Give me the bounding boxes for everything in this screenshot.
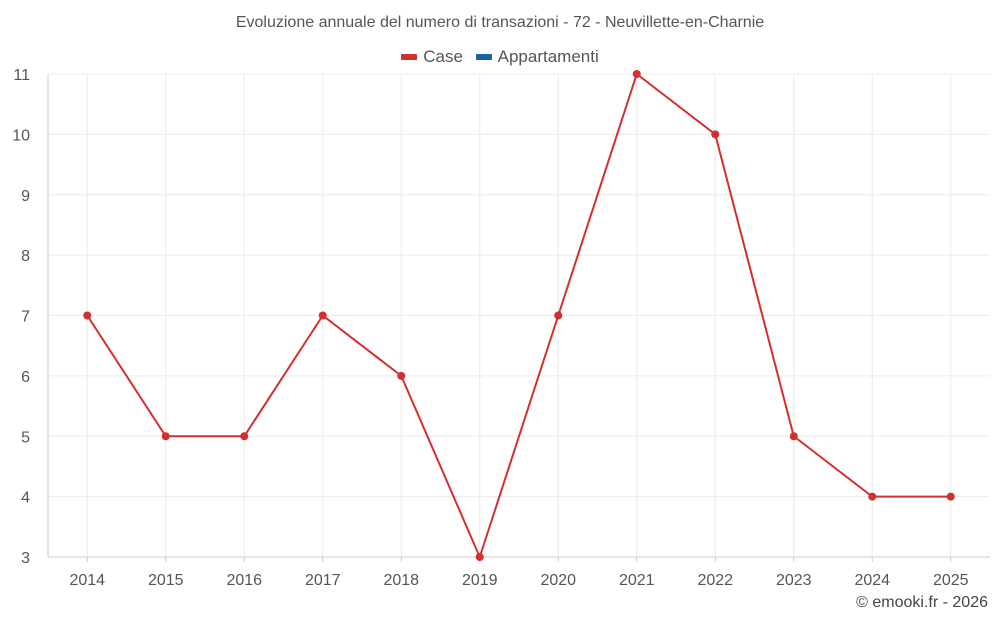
- data-point-case[interactable]: [83, 311, 92, 320]
- data-point-case[interactable]: [711, 130, 720, 139]
- x-tick-label: 2023: [776, 572, 812, 589]
- x-tick-label: 2015: [148, 572, 184, 589]
- legend-label-case: Case: [423, 47, 463, 66]
- data-point-case[interactable]: [397, 371, 406, 380]
- chart-title: Evoluzione annuale del numero di transaz…: [235, 14, 765, 31]
- chart-legend: Case Appartamenti: [0, 45, 1000, 67]
- data-point-case[interactable]: [318, 311, 327, 320]
- data-point-case[interactable]: [161, 432, 170, 441]
- x-tick-label: 2017: [305, 572, 341, 589]
- legend-item-case[interactable]: Case: [401, 47, 463, 67]
- x-tick-label: 2018: [383, 572, 419, 589]
- x-tick-label: 2019: [462, 572, 498, 589]
- data-point-case[interactable]: [789, 432, 798, 441]
- x-tick-label: 2020: [540, 572, 576, 589]
- y-tick-label: 3: [21, 550, 30, 567]
- x-tick-label: 2025: [933, 572, 969, 589]
- series-line-case: [86, 73, 951, 558]
- x-tick-label: 2021: [619, 572, 655, 589]
- x-tick-label: 2016: [226, 572, 262, 589]
- y-tick-label: 11: [13, 67, 30, 84]
- x-tick-label: 2022: [697, 572, 733, 589]
- data-point-case[interactable]: [868, 492, 877, 501]
- y-axis-ticks: 3 4 5 6 7 8 9 10 11: [12, 67, 30, 567]
- x-tick-label: 2024: [854, 572, 890, 589]
- legend-item-appartamenti[interactable]: Appartamenti: [475, 47, 599, 67]
- data-point-case[interactable]: [240, 432, 249, 441]
- grid-lines: [48, 73, 990, 558]
- y-tick-label: 5: [21, 429, 30, 446]
- axes: [47, 74, 990, 562]
- data-point-case[interactable]: [946, 492, 955, 501]
- legend-label-appartamenti: Appartamenti: [497, 47, 599, 66]
- data-point-case[interactable]: [554, 311, 563, 320]
- series-layer: [83, 70, 955, 561]
- y-tick-label: 7: [21, 309, 30, 326]
- data-point-case[interactable]: [475, 553, 484, 561]
- credit-text: © emooki.fr - 2026: [856, 594, 988, 611]
- x-axis-ticks: 2014 2015 2016 2017 2018 2019 2020 2021 2022 2023…: [69, 572, 968, 589]
- y-tick-label: 6: [21, 369, 30, 386]
- legend-swatch-case: [401, 54, 418, 60]
- x-tick-label: 2014: [69, 572, 105, 589]
- y-tick-label: 8: [21, 248, 30, 265]
- y-tick-label: 9: [21, 188, 30, 205]
- y-tick-label: 10: [12, 127, 30, 144]
- y-tick-label: 4: [21, 490, 30, 507]
- data-point-case[interactable]: [632, 70, 641, 78]
- legend-swatch-appartamenti: [475, 54, 492, 60]
